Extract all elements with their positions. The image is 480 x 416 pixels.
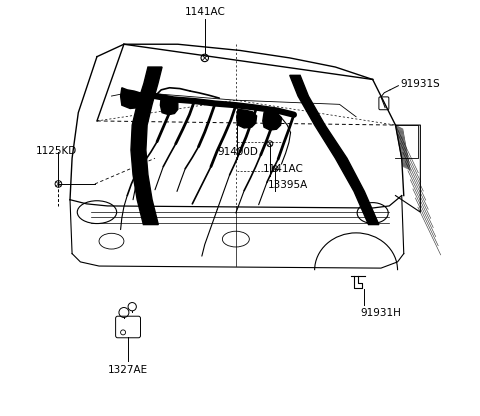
Text: 13395A: 13395A: [268, 180, 309, 190]
Text: 1327AE: 1327AE: [108, 365, 148, 375]
Text: 91400D: 91400D: [217, 147, 258, 157]
Polygon shape: [237, 109, 257, 128]
Polygon shape: [131, 67, 162, 225]
Polygon shape: [290, 75, 379, 225]
Polygon shape: [263, 112, 281, 130]
Polygon shape: [160, 96, 178, 115]
Text: 91931H: 91931H: [360, 308, 401, 318]
Text: 91931S: 91931S: [401, 79, 441, 89]
Text: 1125KD: 1125KD: [36, 146, 77, 156]
Polygon shape: [120, 88, 144, 109]
Text: 1141AC: 1141AC: [184, 7, 225, 17]
Text: 1141AC: 1141AC: [263, 164, 304, 174]
